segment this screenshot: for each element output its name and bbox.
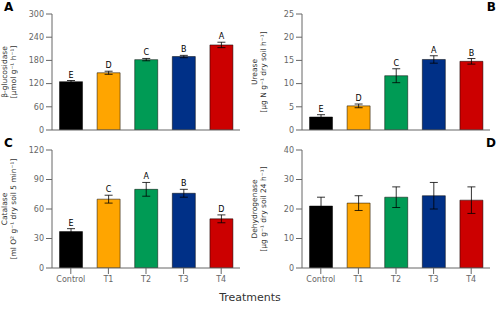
svg-text:10: 10 [284,79,294,88]
svg-text:T2: T2 [140,275,151,284]
svg-text:T4: T4 [465,275,476,284]
svg-text:30: 30 [34,234,44,243]
html-text:A: A [4,0,14,14]
svg-text:T1: T1 [352,275,363,284]
svg-text:10: 10 [284,234,294,243]
svg-text:C: C [393,59,399,68]
svg-text:300: 300 [29,10,44,19]
svg-text:20: 20 [284,33,294,42]
svg-text:C: C [106,185,112,194]
svg-text:Catalase[ml O² g⁻¹ dry soil 5: Catalase[ml O² g⁻¹ dry soil 5 min⁻¹] [8,158,18,259]
svg-text:Control: Control [56,275,85,284]
svg-text:0: 0 [289,126,294,135]
svg-text:Control: Control [306,275,335,284]
svg-text:90: 90 [34,175,44,184]
svg-text:B: B [181,45,187,54]
svg-text:E: E [68,71,73,80]
svg-text:120: 120 [29,146,44,155]
svg-text:T4: T4 [215,275,226,284]
svg-text:E: E [318,105,323,114]
html-text:Catalase: Catalase [0,192,9,226]
svg-text:30: 30 [284,175,294,184]
svg-text:D: D [218,205,224,214]
svg-text:A: A [219,32,225,41]
svg-text:0: 0 [289,264,294,273]
html-text:B: B [486,0,496,14]
svg-text:T3: T3 [178,275,189,284]
svg-text:A: A [143,172,149,181]
svg-text:D: D [356,94,362,103]
svg-text:60: 60 [34,205,44,214]
svg-text:β-glucosidase[μmol g⁻¹ h⁻¹]: β-glucosidase[μmol g⁻¹ h⁻¹] [8,46,18,99]
svg-text:T2: T2 [390,275,401,284]
svg-text:5: 5 [289,103,294,112]
html-text:C: C [4,136,13,150]
svg-text:15: 15 [284,56,294,65]
svg-text:T3: T3 [428,275,439,284]
svg-text:120: 120 [29,79,44,88]
svg-text:180: 180 [29,56,44,65]
svg-text:Urease[μg N g⁻¹ dry soil h⁻¹]: Urease[μg N g⁻¹ dry soil h⁻¹] [250,31,268,112]
svg-text:Dehydrogenase[μg g⁻¹ dry soil: Dehydrogenase[μg g⁻¹ dry soil 24 h⁻¹] [250,166,268,251]
svg-text:40: 40 [284,146,294,155]
svg-text:B: B [469,49,475,58]
svg-text:25: 25 [284,10,294,19]
svg-text:60: 60 [34,103,44,112]
html-text:D: D [486,136,496,150]
svg-text:C: C [143,48,149,57]
svg-text:0: 0 [39,126,44,135]
html-text:Treatments: Treatments [219,291,281,304]
svg-text:A: A [431,46,437,55]
svg-text:240: 240 [29,33,44,42]
svg-text:B: B [181,179,187,188]
svg-text:20: 20 [284,205,294,214]
svg-text:T1: T1 [102,275,113,284]
svg-text:0: 0 [39,264,44,273]
svg-text:D: D [106,61,112,70]
svg-text:E: E [68,219,73,228]
